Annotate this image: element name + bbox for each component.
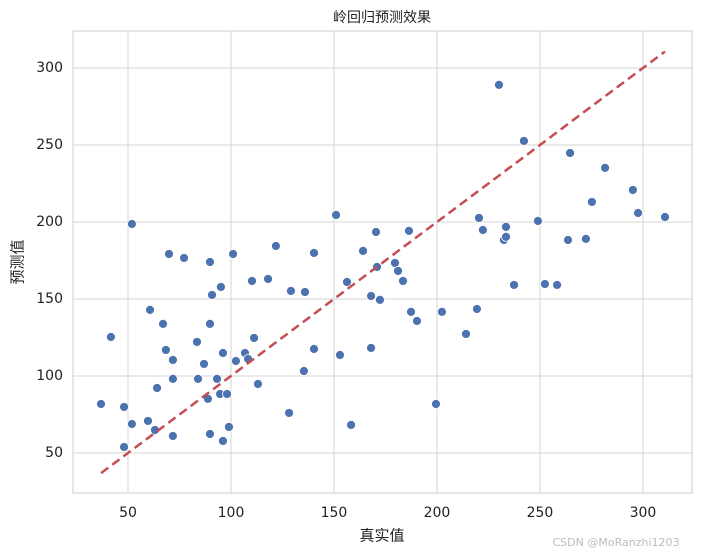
point xyxy=(205,257,215,267)
plot-frame xyxy=(72,30,693,494)
x-axis-label: 真实值 xyxy=(359,527,404,545)
point xyxy=(627,185,638,195)
x-tick-label: 50 xyxy=(119,505,137,521)
point xyxy=(161,345,171,355)
x-tick-label: 250 xyxy=(527,505,554,521)
point xyxy=(393,266,403,276)
point xyxy=(581,233,591,244)
x-tick-label: 100 xyxy=(218,505,245,521)
point xyxy=(600,163,610,173)
point xyxy=(247,276,257,286)
point xyxy=(205,319,215,329)
point xyxy=(299,366,309,376)
point xyxy=(406,306,416,317)
point xyxy=(309,344,319,354)
x-tick-label: 300 xyxy=(630,505,657,521)
point xyxy=(375,294,385,305)
point xyxy=(501,221,511,232)
point xyxy=(633,208,643,218)
point xyxy=(540,279,550,289)
point xyxy=(249,333,259,343)
point xyxy=(398,276,408,286)
point xyxy=(207,290,217,300)
point xyxy=(461,329,471,339)
point xyxy=(145,304,155,315)
point xyxy=(212,373,222,384)
point xyxy=(472,304,482,314)
point xyxy=(224,422,234,432)
point xyxy=(168,431,178,441)
point xyxy=(263,274,273,284)
point xyxy=(519,136,529,146)
point xyxy=(335,350,345,360)
point xyxy=(253,379,263,389)
point xyxy=(168,373,178,384)
point xyxy=(494,80,504,90)
point xyxy=(231,356,241,366)
x-tick-label: 150 xyxy=(321,505,348,521)
point xyxy=(501,231,511,242)
point xyxy=(284,408,294,418)
point xyxy=(152,383,162,393)
point xyxy=(127,419,137,429)
point xyxy=(143,416,153,426)
y-tick-label: 100 xyxy=(36,368,63,384)
point xyxy=(371,227,381,237)
point xyxy=(412,316,422,326)
point xyxy=(533,216,543,226)
point xyxy=(358,246,368,256)
point xyxy=(342,277,352,287)
point xyxy=(271,241,281,251)
y-tick-label: 200 xyxy=(36,214,63,230)
point xyxy=(127,219,137,229)
reference-line xyxy=(100,50,666,475)
point xyxy=(199,359,209,369)
point xyxy=(565,148,575,158)
point xyxy=(563,235,573,245)
point xyxy=(366,291,376,301)
x-tick-label: 200 xyxy=(424,505,451,521)
point xyxy=(158,319,168,329)
point xyxy=(218,348,228,358)
point xyxy=(431,399,441,409)
y-tick-label: 250 xyxy=(36,137,63,153)
point xyxy=(586,197,597,207)
watermark: CSDN @MoRanzhi1203 xyxy=(553,536,680,549)
point xyxy=(218,436,228,446)
y-tick-label: 300 xyxy=(36,60,63,76)
point xyxy=(179,253,189,263)
point xyxy=(216,282,226,292)
point xyxy=(286,286,296,296)
point xyxy=(228,249,238,259)
point xyxy=(222,389,232,399)
point xyxy=(168,355,178,365)
y-axis-label: 预测值 xyxy=(9,239,27,284)
y-tick-label: 50 xyxy=(45,445,63,461)
point xyxy=(106,332,116,342)
point xyxy=(474,213,484,223)
point xyxy=(309,248,319,258)
chart-title: 岭回归预测效果 xyxy=(333,9,431,26)
point xyxy=(366,343,376,353)
point xyxy=(437,306,447,317)
point xyxy=(192,337,202,347)
point xyxy=(404,225,414,236)
point xyxy=(205,429,215,439)
point xyxy=(119,402,129,412)
point xyxy=(119,442,129,452)
point xyxy=(660,212,670,222)
point xyxy=(164,249,174,259)
point xyxy=(509,280,519,290)
point xyxy=(96,399,106,409)
y-tick-label: 150 xyxy=(36,291,63,307)
point xyxy=(300,287,310,297)
point xyxy=(346,420,356,430)
point xyxy=(552,280,562,290)
point xyxy=(331,210,341,220)
point xyxy=(193,373,203,384)
point xyxy=(478,225,488,235)
